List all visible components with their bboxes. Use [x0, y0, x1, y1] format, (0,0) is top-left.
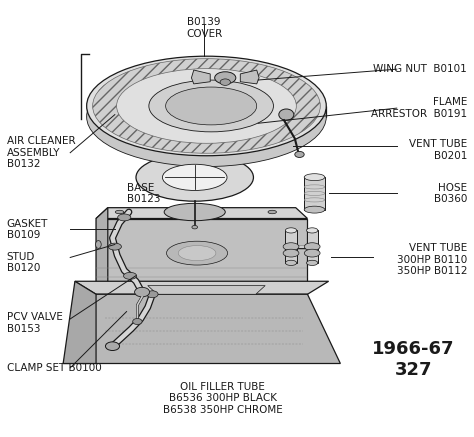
Text: 1966-67
327: 1966-67 327: [372, 340, 455, 378]
Ellipse shape: [133, 319, 142, 325]
Ellipse shape: [147, 291, 158, 298]
Ellipse shape: [87, 56, 326, 156]
Ellipse shape: [178, 246, 216, 261]
Polygon shape: [87, 106, 326, 117]
Ellipse shape: [164, 203, 225, 221]
Text: VENT TUBE
B0201: VENT TUBE B0201: [409, 139, 467, 161]
Text: GASKET
B0109: GASKET B0109: [7, 218, 48, 240]
Ellipse shape: [105, 342, 119, 350]
Polygon shape: [96, 208, 308, 218]
Ellipse shape: [283, 243, 299, 250]
Ellipse shape: [163, 164, 227, 191]
Ellipse shape: [108, 243, 121, 250]
Text: HOSE
B0360: HOSE B0360: [434, 183, 467, 204]
Ellipse shape: [115, 210, 124, 214]
Ellipse shape: [304, 249, 320, 257]
Ellipse shape: [304, 206, 325, 213]
Polygon shape: [63, 281, 96, 364]
Polygon shape: [285, 230, 297, 263]
Ellipse shape: [136, 153, 254, 201]
Polygon shape: [304, 177, 325, 210]
Text: FLAME
ARRESTOR  B0191: FLAME ARRESTOR B0191: [371, 97, 467, 119]
Text: BASE
B0123: BASE B0123: [127, 183, 160, 204]
Ellipse shape: [124, 272, 137, 279]
Ellipse shape: [117, 69, 296, 143]
Polygon shape: [96, 218, 308, 294]
Polygon shape: [307, 230, 318, 263]
Polygon shape: [75, 281, 328, 294]
Polygon shape: [240, 70, 259, 84]
Ellipse shape: [135, 287, 150, 297]
Polygon shape: [148, 286, 265, 294]
Ellipse shape: [307, 228, 318, 233]
Ellipse shape: [307, 260, 318, 265]
Text: STUD
B0120: STUD B0120: [7, 252, 40, 274]
Text: PCV VALVE
B0153: PCV VALVE B0153: [7, 312, 63, 334]
Ellipse shape: [192, 225, 198, 229]
Polygon shape: [96, 208, 108, 294]
Text: AIR CLEANER
ASSEMBLY
B0132: AIR CLEANER ASSEMBLY B0132: [7, 136, 75, 169]
Polygon shape: [63, 294, 340, 364]
Ellipse shape: [220, 79, 230, 85]
Ellipse shape: [87, 67, 326, 166]
Ellipse shape: [96, 241, 101, 248]
Text: CLAMP SET B0100: CLAMP SET B0100: [7, 363, 101, 373]
Ellipse shape: [285, 260, 297, 265]
Text: B0139
COVER: B0139 COVER: [186, 17, 222, 39]
Ellipse shape: [304, 173, 325, 180]
Ellipse shape: [283, 249, 299, 257]
Ellipse shape: [268, 210, 276, 214]
Ellipse shape: [149, 80, 273, 132]
Ellipse shape: [165, 87, 257, 125]
Ellipse shape: [285, 228, 297, 233]
Text: WING NUT  B0101: WING NUT B0101: [374, 64, 467, 74]
Text: OIL FILLER TUBE
B6536 300HP BLACK
B6538 350HP CHROME: OIL FILLER TUBE B6536 300HP BLACK B6538 …: [163, 382, 283, 415]
Ellipse shape: [304, 243, 320, 250]
Ellipse shape: [279, 109, 294, 120]
Ellipse shape: [92, 59, 320, 153]
Text: VENT TUBE
300HP B0110
350HP B0112: VENT TUBE 300HP B0110 350HP B0112: [397, 243, 467, 276]
Polygon shape: [191, 70, 210, 84]
Ellipse shape: [166, 241, 228, 265]
Ellipse shape: [295, 151, 304, 157]
Ellipse shape: [215, 72, 236, 84]
Ellipse shape: [118, 214, 131, 221]
